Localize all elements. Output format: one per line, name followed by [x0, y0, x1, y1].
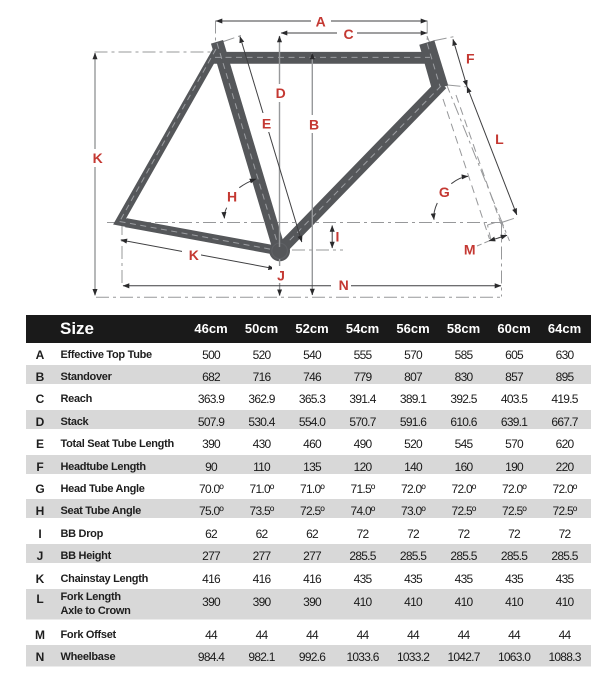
- svg-text:D: D: [276, 85, 286, 101]
- svg-text:H: H: [227, 189, 237, 205]
- svg-text:K: K: [189, 247, 199, 263]
- svg-text:C: C: [343, 26, 353, 42]
- svg-text:E: E: [262, 115, 271, 131]
- svg-text:G: G: [439, 184, 450, 200]
- svg-text:M: M: [464, 242, 476, 258]
- svg-text:K: K: [93, 150, 103, 166]
- svg-text:N: N: [339, 277, 349, 293]
- svg-text:A: A: [316, 14, 326, 30]
- svg-text:J: J: [277, 267, 285, 283]
- svg-text:L: L: [495, 131, 504, 147]
- svg-text:B: B: [309, 117, 319, 133]
- svg-text:F: F: [466, 51, 475, 67]
- svg-text:I: I: [335, 229, 339, 245]
